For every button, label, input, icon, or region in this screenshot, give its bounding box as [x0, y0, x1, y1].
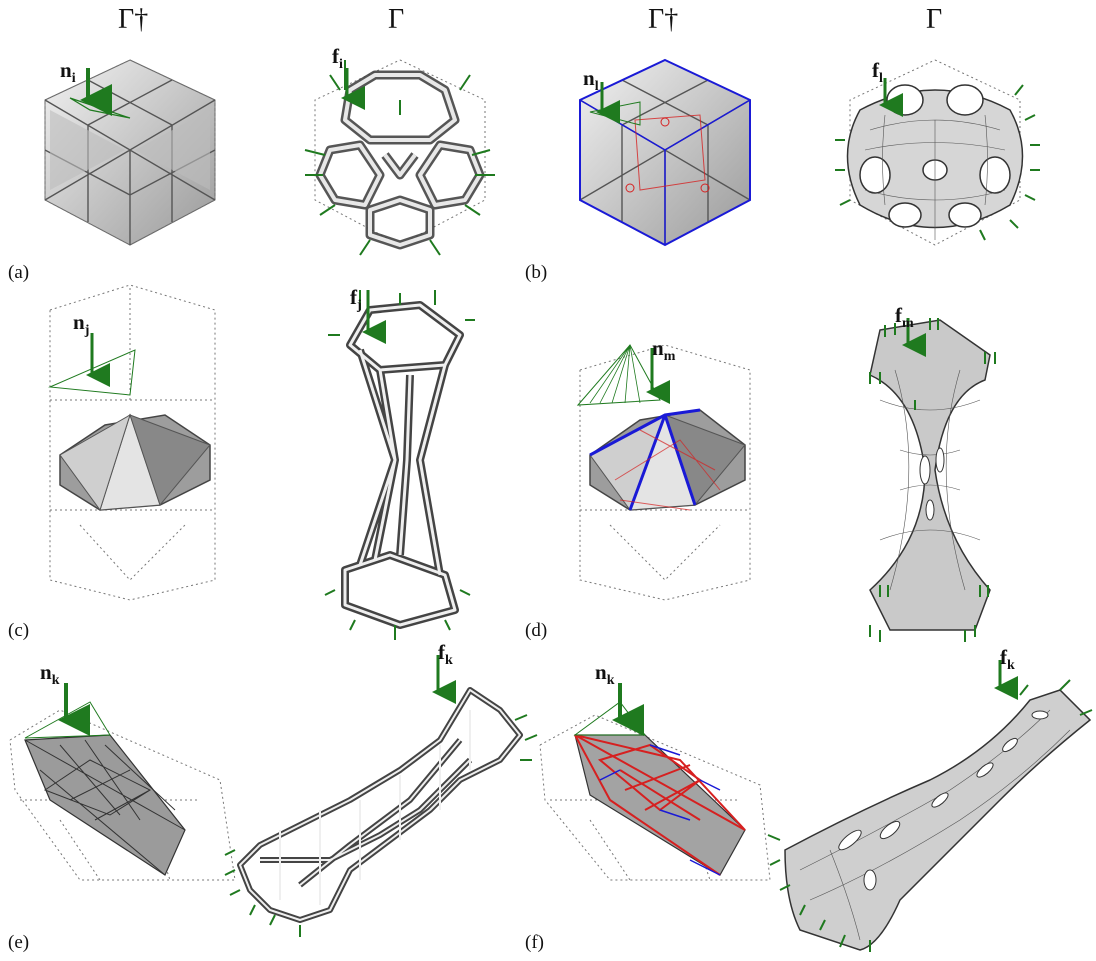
panel-c-dual-hexagon	[48, 284, 216, 601]
vector-label-f-n: nk	[595, 660, 615, 689]
panel-e-primal-lattice	[224, 655, 538, 937]
vector-label-b-f: fl	[872, 58, 883, 87]
panel-label-f: (f)	[525, 932, 544, 953]
vector-label-a-f: fi	[332, 44, 343, 73]
panel-label-a: (a)	[8, 262, 30, 283]
header-gamma-dagger-1: Γ†	[118, 4, 149, 35]
vector-label-f-f: fk	[1000, 645, 1015, 674]
panel-e-dual-flat	[9, 683, 236, 881]
header-gamma-dagger-2: Γ†	[648, 4, 679, 35]
vector-label-e-f: fk	[438, 640, 453, 669]
panel-f-dual-flat	[539, 683, 771, 881]
vector-label-d-f: fm	[895, 303, 914, 332]
header-gamma-2: Γ	[926, 4, 943, 35]
panel-label-c: (c)	[8, 620, 30, 641]
vector-label-d-n: nm	[652, 336, 676, 365]
vector-label-c-n: nj	[73, 310, 90, 339]
vector-label-e-n: nk	[40, 660, 60, 689]
panel-f-primal-surface	[767, 660, 1093, 952]
panel-a-dual-cube	[44, 59, 216, 246]
vector-label-b-n: nl	[583, 66, 599, 95]
vector-label-c-f: fj	[350, 285, 362, 314]
panel-label-d: (d)	[525, 620, 548, 641]
panel-label-b: (b)	[525, 262, 548, 283]
vector-label-a-n: ni	[60, 58, 76, 87]
panel-d-dual-hexagon	[576, 344, 751, 601]
panel-c-primal-tower	[324, 290, 475, 640]
panel-b-dual-cube	[579, 58, 751, 247]
panel-b-primal-surface	[835, 59, 1040, 246]
panel-label-e: (e)	[8, 932, 30, 953]
panel-d-primal-surface	[869, 318, 996, 642]
header-gamma-1: Γ	[388, 4, 405, 35]
panel-a-primal-lattice	[304, 59, 495, 256]
